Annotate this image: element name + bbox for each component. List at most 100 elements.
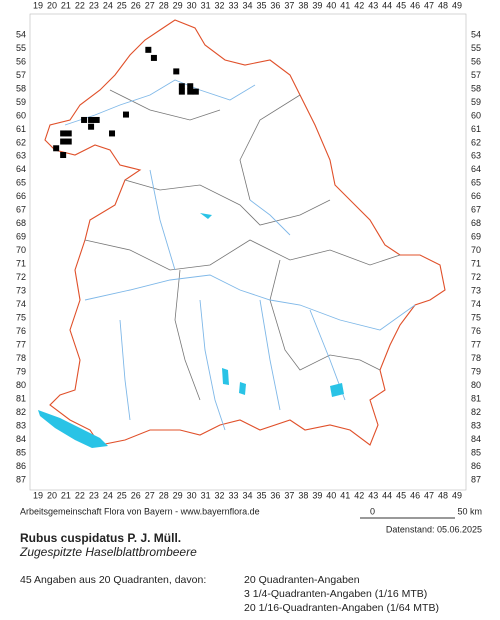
column-label: 25 xyxy=(117,0,127,10)
row-label: 86 xyxy=(471,461,481,471)
river xyxy=(84,274,416,331)
row-label: 70 xyxy=(471,245,481,255)
column-label: 31 xyxy=(201,490,211,500)
column-label: 30 xyxy=(187,0,197,10)
column-label: 20 xyxy=(47,490,57,500)
row-label: 77 xyxy=(471,340,481,350)
row-label: 56 xyxy=(16,56,26,66)
district-border xyxy=(174,269,201,401)
record-square xyxy=(60,138,67,145)
column-label: 41 xyxy=(340,0,350,10)
column-label: 48 xyxy=(438,490,448,500)
column-label: 39 xyxy=(312,0,322,10)
row-label: 85 xyxy=(16,447,26,457)
column-label: 35 xyxy=(256,0,266,10)
row-label: 63 xyxy=(471,151,481,161)
row-label: 54 xyxy=(471,29,481,39)
row-label: 71 xyxy=(16,259,26,269)
column-label: 31 xyxy=(201,0,211,10)
lake xyxy=(222,368,229,385)
summary-detail: 20 1/16-Quadranten-Angaben (1/64 MTB) xyxy=(244,602,439,614)
column-label: 46 xyxy=(410,0,420,10)
record-square xyxy=(187,88,194,95)
row-label: 55 xyxy=(471,43,481,53)
column-label: 40 xyxy=(326,490,336,500)
row-label: 65 xyxy=(471,178,481,188)
record-square xyxy=(109,130,116,137)
row-label: 68 xyxy=(16,218,26,228)
row-label: 70 xyxy=(16,245,26,255)
column-label: 21 xyxy=(61,490,71,500)
row-label: 87 xyxy=(16,474,26,484)
column-label: 27 xyxy=(145,490,155,500)
column-label: 20 xyxy=(47,0,57,10)
column-label: 37 xyxy=(284,0,294,10)
column-label: 32 xyxy=(215,0,225,10)
river xyxy=(249,199,291,236)
row-label: 61 xyxy=(471,124,481,134)
common-name: Zugespitzte Haselblattbrombeere xyxy=(19,545,197,559)
row-label: 55 xyxy=(16,43,26,53)
date: Datenstand: 05.06.2025 xyxy=(386,524,482,534)
row-label: 69 xyxy=(16,232,26,242)
row-label: 61 xyxy=(16,124,26,134)
row-label: 82 xyxy=(471,407,481,417)
row-label: 81 xyxy=(16,393,26,403)
column-label: 30 xyxy=(187,490,197,500)
row-label: 77 xyxy=(16,340,26,350)
row-label: 60 xyxy=(471,110,481,120)
row-label: 73 xyxy=(471,286,481,296)
column-label: 33 xyxy=(229,490,239,500)
row-label: 82 xyxy=(16,407,26,417)
column-label: 41 xyxy=(340,490,350,500)
row-label: 79 xyxy=(16,366,26,376)
column-label: 23 xyxy=(89,490,99,500)
row-label: 72 xyxy=(16,272,26,282)
record-square xyxy=(60,152,67,159)
row-label: 84 xyxy=(16,434,26,444)
record-square xyxy=(53,145,60,152)
rivers xyxy=(64,79,416,431)
row-label: 73 xyxy=(16,286,26,296)
column-label: 23 xyxy=(89,0,99,10)
row-label: 58 xyxy=(16,83,26,93)
column-label: 43 xyxy=(368,0,378,10)
lake xyxy=(330,383,344,397)
column-label: 49 xyxy=(452,0,462,10)
record-square xyxy=(145,46,152,53)
column-label: 43 xyxy=(368,490,378,500)
row-label: 63 xyxy=(16,151,26,161)
column-label: 42 xyxy=(354,490,364,500)
district-border xyxy=(84,239,401,271)
river xyxy=(199,299,226,431)
record-square xyxy=(88,123,95,130)
row-label: 67 xyxy=(471,205,481,215)
column-label: 38 xyxy=(298,490,308,500)
column-label: 47 xyxy=(424,0,434,10)
record-square xyxy=(178,83,185,90)
column-label: 26 xyxy=(131,0,141,10)
column-label: 44 xyxy=(382,490,392,500)
row-label: 62 xyxy=(16,137,26,147)
grid-labels: 19 19 20 20 21 21 22 22 23 23 24 24 25 25 26 26 27 27 28 28… xyxy=(16,0,481,500)
row-label: 57 xyxy=(471,70,481,80)
district-border xyxy=(109,89,221,121)
column-label: 45 xyxy=(396,0,406,10)
column-label: 24 xyxy=(103,0,113,10)
scale-end: 50 km xyxy=(457,506,482,516)
record-square xyxy=(60,130,67,137)
column-label: 38 xyxy=(298,0,308,10)
lake xyxy=(200,213,212,219)
record-square xyxy=(173,68,180,75)
summary-detail: 3 1/4-Quadranten-Angaben (1/16 MTB) xyxy=(244,588,427,600)
row-label: 59 xyxy=(16,97,26,107)
column-label: 25 xyxy=(117,490,127,500)
row-label: 66 xyxy=(471,191,481,201)
record-square xyxy=(93,116,100,123)
row-label: 87 xyxy=(471,474,481,484)
row-label: 75 xyxy=(16,313,26,323)
column-label: 19 xyxy=(33,0,43,10)
column-label: 47 xyxy=(424,490,434,500)
row-label: 83 xyxy=(16,420,26,430)
record-square xyxy=(192,88,199,95)
